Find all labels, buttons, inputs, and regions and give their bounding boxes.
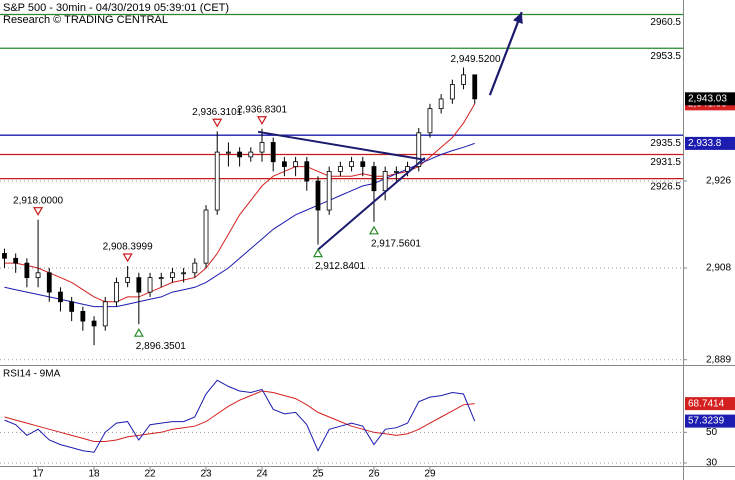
x-tick-label: 24 [256,469,268,480]
candle-body [461,74,466,85]
candle-body [46,272,52,293]
high-marker [256,116,268,125]
candle-body [13,257,19,264]
candle-body [360,161,366,167]
candle-body [393,170,399,173]
candle-body [170,272,175,279]
last-price-label-box [685,92,735,106]
high-marker [212,118,223,128]
candle-body [337,166,343,172]
candle-body [125,277,131,283]
candle-body [80,311,86,322]
price-annotation: 2,936.8301 [237,104,287,115]
low-marker [312,248,324,258]
y-tick-label: 50 [706,427,718,438]
last-value-label-box [685,136,735,150]
high-marker [33,207,44,216]
last-value-label: 57.3239 [688,416,725,427]
x-tick-label: 18 [88,469,100,480]
y-tick-label: 30 [706,458,718,469]
candle-body [270,142,276,163]
candle-body [472,74,478,100]
x-tick-label: 26 [368,469,380,480]
candle-body [214,151,220,211]
candle-body [58,291,63,303]
trend-line [317,157,426,251]
chart-title: S&P 500 - 30min - 04/30/2019 05:39:01 (C… [3,2,229,14]
last-value-label: 2,933.8 [688,138,722,149]
candle-body [136,277,142,293]
x-tick-label: 25 [312,469,324,480]
candle-body [449,84,455,100]
x-tick-label: 17 [33,469,45,480]
forecast-arrow [488,11,523,96]
low-marker [368,225,380,235]
candle-body [91,320,97,327]
candle-body [192,262,198,274]
level-label: 2953.5 [650,51,681,62]
candle-body [371,166,377,192]
x-tick-label: 23 [200,469,212,480]
candle-body [2,253,7,259]
x-tick-label: 29 [424,469,436,480]
chart-subtitle: Research © TRADING CENTRAL [3,14,168,26]
arrow-head [513,12,523,25]
candle-body [181,272,187,275]
indicator-line [4,390,475,442]
last-value-label-box [685,397,735,411]
candle-body [259,142,265,153]
x-tick-label: 22 [144,469,156,480]
price-annotation: 2,896.3501 [136,341,186,352]
candle-body [427,108,433,134]
high-marker [122,253,133,263]
level-label: 2926.5 [650,181,681,192]
candle-body [69,301,75,312]
y-tick-label: 2,926 [706,176,731,187]
candle-body [203,209,209,264]
indicator-line [4,379,476,453]
candle-body [102,301,108,327]
candle-body [416,132,422,167]
candle-body [147,277,153,293]
candle-body [24,262,30,279]
candle-body [382,170,388,192]
candle-body [35,272,41,279]
candle-body [158,277,164,280]
panel-title: RSI14 - 9MA [3,369,61,380]
candle-body [248,151,254,158]
level-label: 2931.5 [650,157,681,168]
price-annotation: 2,949.5200 [451,54,501,65]
candle-body [405,166,410,172]
candle-body [438,98,444,110]
last-value-label-box [685,414,735,428]
y-tick-label: 2,908 [706,263,731,274]
candle-body [349,161,354,167]
candle-body [281,161,287,167]
price-annotation: 2,912.8401 [315,261,365,272]
candle-body [226,151,231,154]
candle-body [293,161,298,167]
price-annotation: 2,918.0000 [13,195,63,206]
last-value-label: 68.7414 [688,398,725,409]
candle-body [326,170,332,211]
candle-body [304,161,310,182]
price-annotation: 2,908.3999 [103,242,153,253]
trend-line [257,130,426,161]
y-tick-label: 2,889 [706,354,731,365]
price-annotation: 2,917.5601 [371,238,421,249]
candle-body [114,282,119,303]
candle-body [237,151,243,158]
price-annotation: 2,936.3101 [192,107,242,118]
low-marker [133,327,144,337]
level-label: 2935.5 [650,138,681,149]
candle-body [315,180,321,211]
level-label: 2960.5 [650,17,681,28]
last-price-label: 2,943.03 [688,93,727,104]
